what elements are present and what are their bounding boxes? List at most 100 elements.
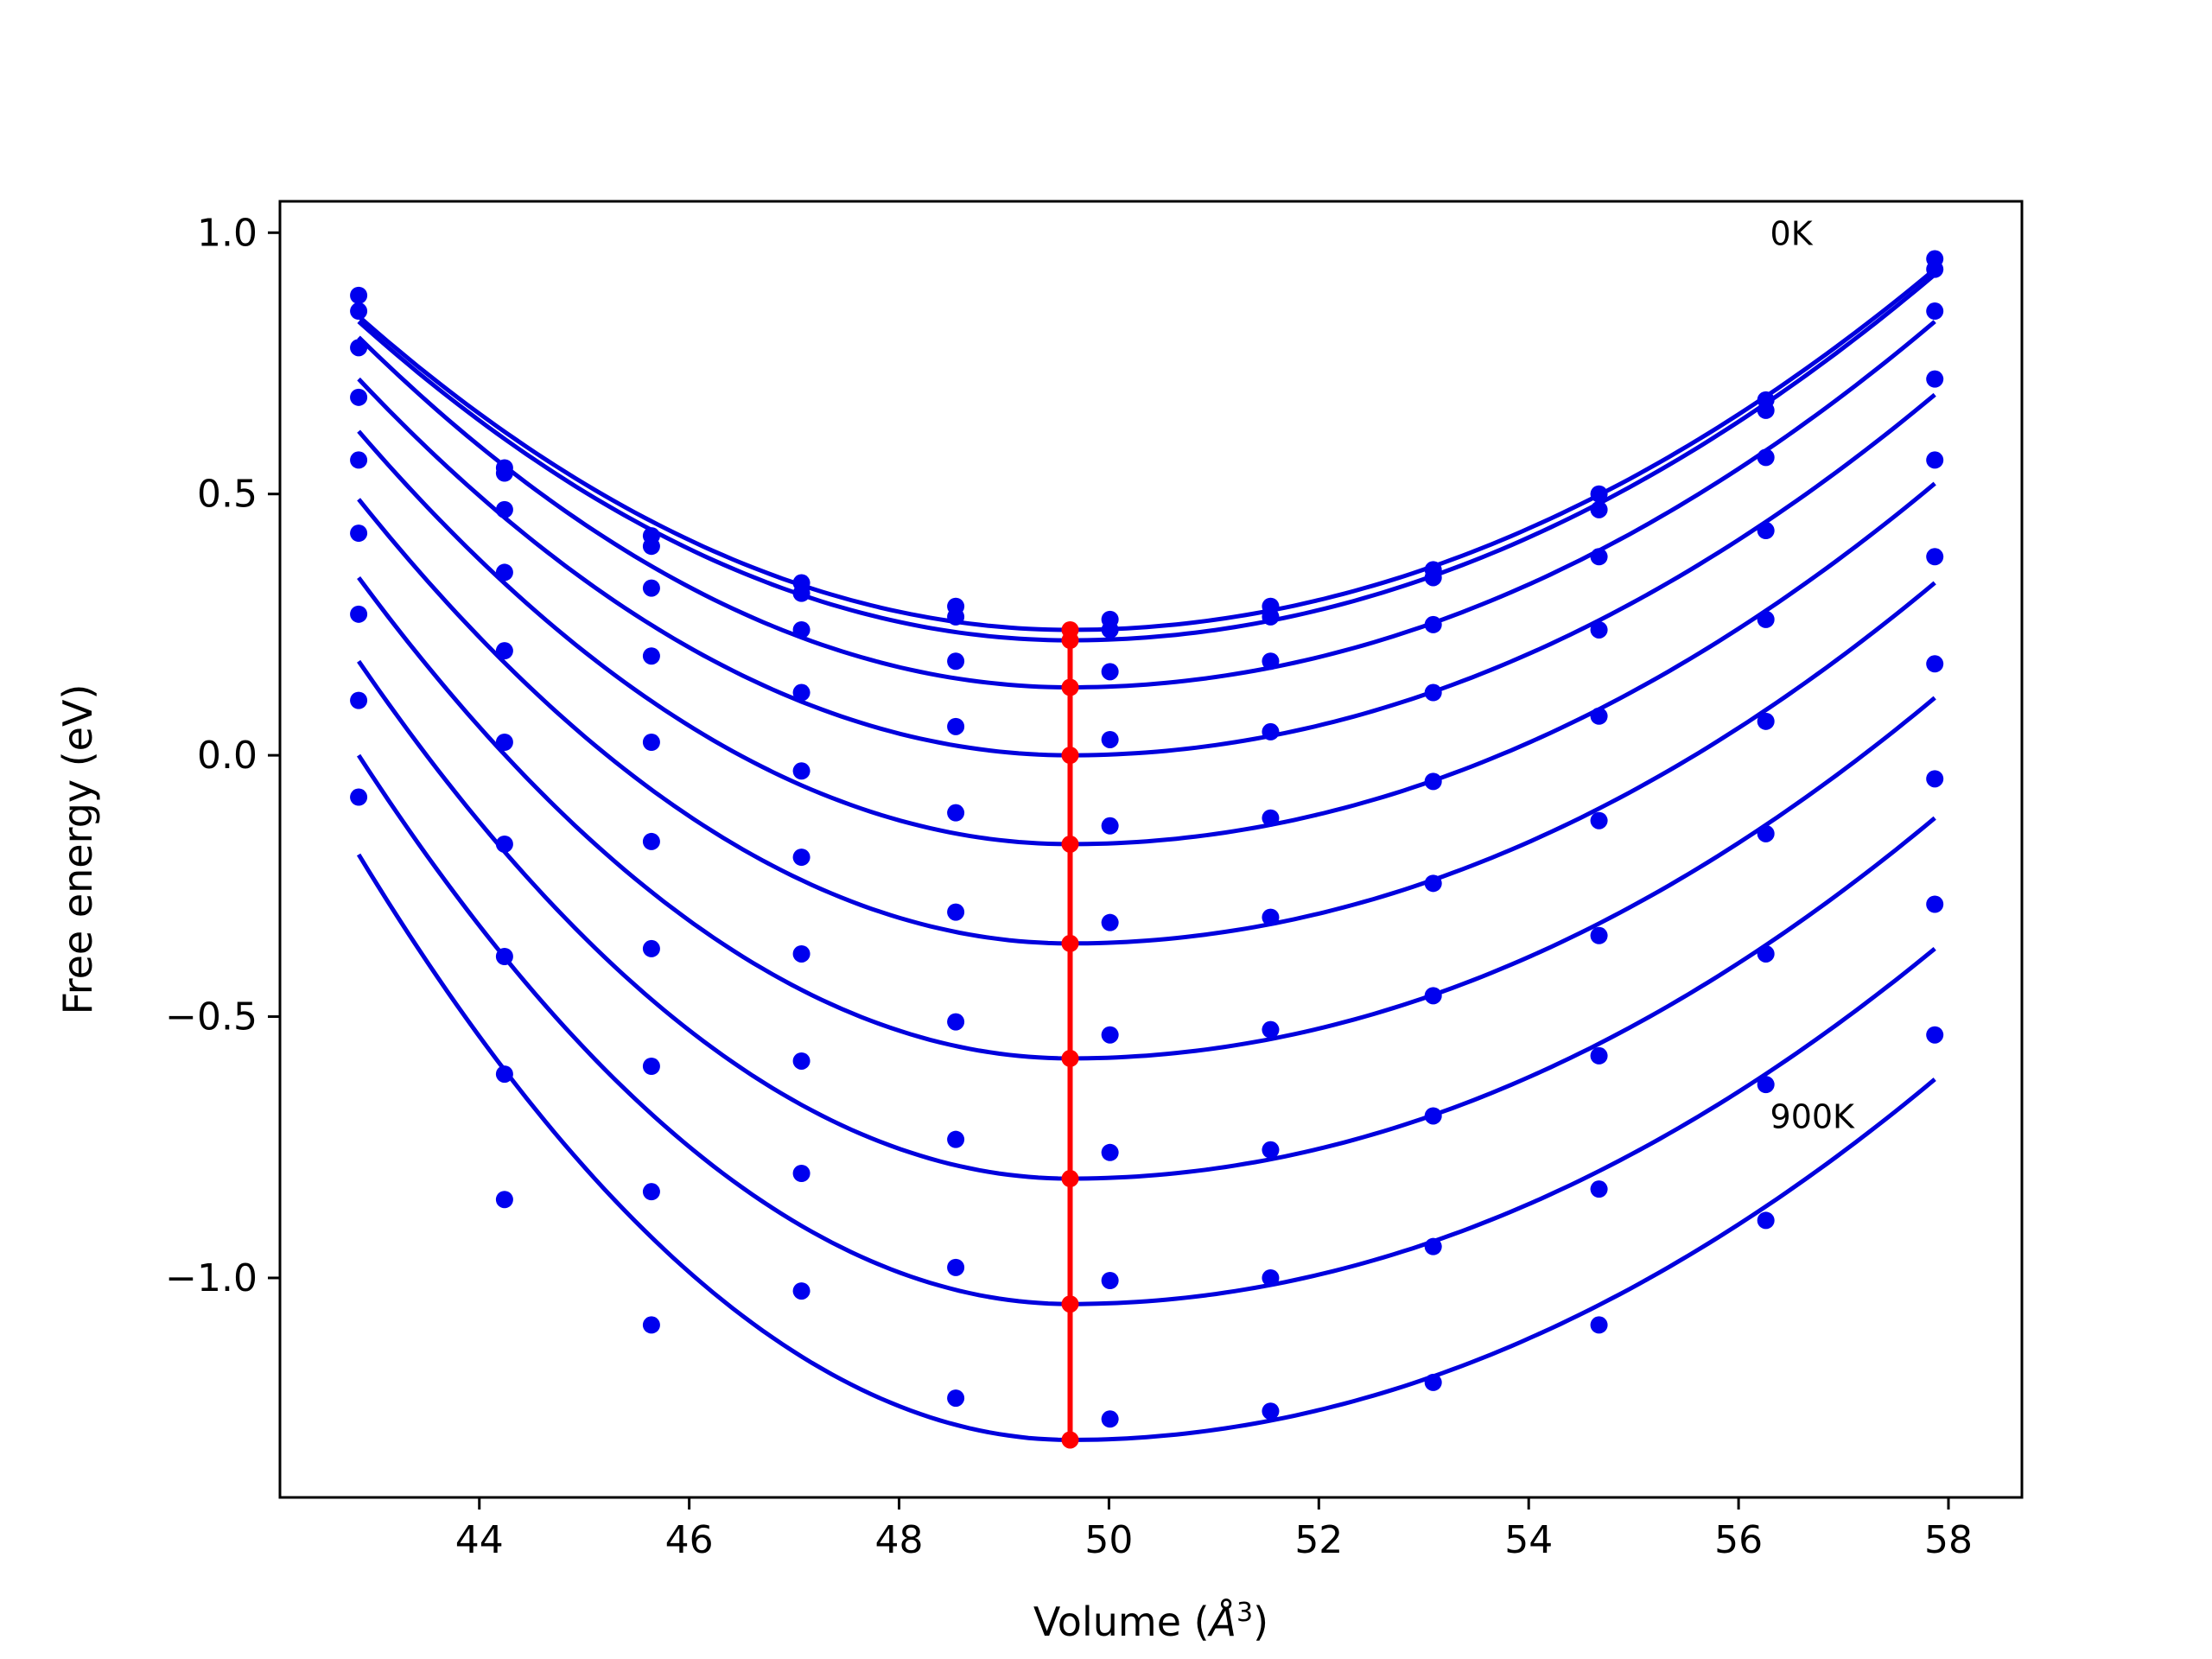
data-point bbox=[792, 762, 810, 780]
data-point bbox=[1101, 817, 1119, 835]
data-point bbox=[947, 1389, 965, 1408]
minimum-point bbox=[1061, 678, 1079, 696]
data-point bbox=[1262, 607, 1280, 626]
data-point bbox=[642, 1058, 660, 1076]
equilibrium-line-group bbox=[1061, 620, 1079, 1449]
curve-annotation: 900K bbox=[1770, 1097, 1856, 1135]
data-point bbox=[495, 1065, 513, 1084]
data-point bbox=[350, 339, 368, 357]
data-point bbox=[1926, 548, 1944, 566]
data-point bbox=[1262, 1402, 1280, 1421]
data-point bbox=[792, 620, 810, 639]
data-point bbox=[792, 1052, 810, 1070]
data-point bbox=[1262, 1141, 1280, 1159]
y-tick-label: 0.5 bbox=[197, 473, 257, 517]
x-axis-label: Volume (Å3) bbox=[1033, 1598, 1268, 1646]
minimum-point bbox=[1061, 835, 1079, 853]
data-point bbox=[1926, 451, 1944, 469]
data-point bbox=[495, 835, 513, 853]
data-point bbox=[1101, 1271, 1119, 1289]
data-point bbox=[350, 524, 368, 543]
data-point bbox=[1424, 1237, 1442, 1255]
data-point bbox=[1424, 987, 1442, 1005]
data-point bbox=[1590, 1180, 1608, 1198]
data-point bbox=[642, 939, 660, 957]
data-points bbox=[350, 250, 1944, 1428]
data-point bbox=[947, 607, 965, 626]
data-point bbox=[642, 832, 660, 850]
y-tick-label: −0.5 bbox=[165, 995, 257, 1039]
data-point bbox=[1262, 1268, 1280, 1287]
minimum-point bbox=[1061, 1049, 1079, 1067]
fit-curve bbox=[357, 753, 1936, 1306]
curve-annotation: 0K bbox=[1770, 214, 1814, 252]
data-point bbox=[947, 1258, 965, 1276]
data-point bbox=[947, 1130, 965, 1148]
fit-curve bbox=[357, 659, 1936, 1181]
minimum-point bbox=[1061, 1170, 1079, 1188]
data-point bbox=[1926, 1026, 1944, 1044]
data-point bbox=[495, 947, 513, 965]
data-point bbox=[792, 584, 810, 602]
fit-curves bbox=[356, 267, 1936, 1443]
data-point bbox=[1757, 944, 1775, 963]
plot-frame bbox=[278, 200, 2024, 1499]
data-point bbox=[1101, 620, 1119, 639]
data-point bbox=[642, 537, 660, 556]
data-point bbox=[642, 1316, 660, 1334]
data-point bbox=[1757, 448, 1775, 467]
data-point bbox=[350, 605, 368, 623]
data-point bbox=[1262, 908, 1280, 926]
data-point bbox=[792, 1282, 810, 1300]
data-point bbox=[350, 691, 368, 709]
data-point bbox=[792, 683, 810, 702]
x-tick-label: 48 bbox=[875, 1518, 924, 1562]
data-point bbox=[350, 286, 368, 304]
x-tick-label: 56 bbox=[1714, 1518, 1763, 1562]
y-tick-label: 1.0 bbox=[197, 211, 257, 255]
data-point bbox=[1757, 1076, 1775, 1094]
x-tick-label: 46 bbox=[665, 1518, 714, 1562]
data-point bbox=[1757, 712, 1775, 730]
fit-curve bbox=[357, 498, 1936, 946]
data-point bbox=[1424, 683, 1442, 702]
fit-curve bbox=[357, 320, 1936, 690]
data-point bbox=[792, 1165, 810, 1182]
data-point bbox=[1262, 722, 1280, 741]
data-point bbox=[1757, 610, 1775, 628]
x-tick-label: 52 bbox=[1294, 1518, 1343, 1562]
data-point bbox=[1262, 809, 1280, 827]
data-point bbox=[1424, 1107, 1442, 1125]
data-point bbox=[1101, 1143, 1119, 1161]
fit-curve bbox=[357, 576, 1936, 1061]
data-point bbox=[1262, 1020, 1280, 1039]
fit-curve bbox=[357, 272, 1936, 643]
data-point bbox=[1101, 730, 1119, 748]
data-point bbox=[1590, 485, 1608, 503]
data-point bbox=[1590, 1046, 1608, 1065]
minimum-point bbox=[1061, 747, 1079, 765]
data-point bbox=[495, 464, 513, 482]
data-point bbox=[642, 1183, 660, 1201]
minimum-point bbox=[1061, 1431, 1079, 1449]
x-tick-label: 44 bbox=[455, 1518, 504, 1562]
data-point bbox=[1757, 824, 1775, 842]
data-point bbox=[495, 1191, 513, 1209]
y-axis-label: Free energy (eV) bbox=[54, 684, 101, 1015]
y-tick-label: −1.0 bbox=[165, 1256, 257, 1300]
data-point bbox=[350, 788, 368, 806]
data-point bbox=[1590, 926, 1608, 944]
data-point bbox=[495, 500, 513, 518]
y-axis-ticks: 1.0 0.5 0.0 −0.5 −1.0 bbox=[165, 211, 280, 1300]
data-point bbox=[1926, 260, 1944, 278]
data-point bbox=[1590, 548, 1608, 566]
fit-curve bbox=[357, 267, 1936, 632]
data-point bbox=[1101, 1410, 1119, 1428]
data-point bbox=[350, 302, 368, 321]
data-point bbox=[1926, 655, 1944, 673]
data-point bbox=[1590, 620, 1608, 639]
minimum-point bbox=[1061, 934, 1079, 952]
data-point bbox=[1590, 500, 1608, 518]
data-point bbox=[1101, 913, 1119, 931]
y-tick-label: 0.0 bbox=[197, 734, 257, 778]
